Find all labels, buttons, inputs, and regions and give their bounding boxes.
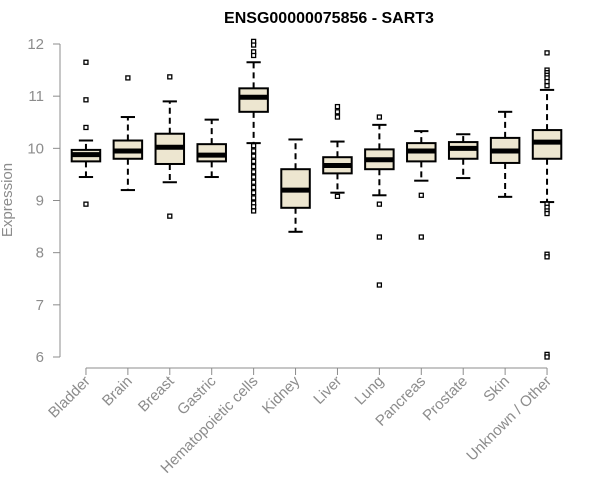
y-tick-label: 11 — [28, 88, 44, 105]
outlier-point — [544, 83, 550, 89]
y-tick-label: 12 — [27, 36, 44, 53]
outlier-point — [250, 169, 257, 175]
outlier-point — [250, 42, 257, 48]
y-tick-label: 7 — [36, 297, 44, 314]
x-tick-label: Kidney — [259, 372, 304, 417]
box-group — [70, 59, 102, 207]
x-tick-label: Bladder — [45, 373, 94, 422]
box — [238, 87, 269, 113]
box-group — [489, 110, 521, 198]
outlier-point — [418, 234, 424, 240]
box-group — [112, 75, 144, 192]
outlier-point — [544, 254, 550, 260]
outlier-point — [376, 234, 383, 240]
box-group — [196, 118, 227, 179]
outlier-point — [83, 201, 89, 207]
outlier-point — [544, 210, 550, 217]
x-tick-label: Breast — [135, 372, 178, 415]
outlier-point — [250, 158, 257, 165]
box-group — [322, 103, 353, 199]
outlier-point — [83, 124, 89, 131]
box-group — [280, 138, 311, 233]
outlier-point — [83, 59, 89, 65]
outlier-point — [250, 179, 257, 185]
outlier-point — [250, 163, 257, 170]
outlier-point — [250, 143, 257, 149]
box-group — [406, 130, 437, 240]
y-tick-label: 9 — [36, 193, 44, 210]
y-tick-label: 8 — [36, 245, 44, 262]
y-axis: 6 7 8 9 10 11 12 — [27, 36, 61, 366]
outlier-point — [167, 213, 173, 219]
y-tick-label: 6 — [36, 349, 44, 366]
outlier-point — [376, 282, 383, 288]
outlier-point — [125, 75, 131, 81]
x-tick-label: Prostate — [420, 373, 472, 425]
outlier-point — [250, 184, 257, 191]
outlier-point — [418, 192, 424, 198]
outlier-point — [250, 148, 257, 154]
chart-title: ENSG00000075856 - SART3 — [224, 10, 434, 27]
outlier-point — [334, 103, 341, 110]
outlier-point — [544, 78, 550, 85]
outlier-point — [544, 50, 550, 56]
outlier-point — [334, 114, 341, 120]
box-group — [154, 74, 186, 219]
x-tick-label: Skin — [480, 373, 513, 406]
x-tick-label: Liver — [310, 373, 345, 408]
y-tick-label: 10 — [27, 140, 44, 157]
outlier-point — [250, 190, 257, 196]
box-group — [531, 50, 563, 360]
box-group — [238, 38, 269, 214]
outlier-point — [334, 193, 341, 199]
box-group — [447, 133, 479, 180]
outlier-point — [250, 195, 257, 201]
outlier-point — [83, 97, 89, 103]
outlier-point — [250, 204, 257, 210]
y-axis-label: Expression — [0, 163, 16, 237]
outlier-point — [376, 201, 383, 207]
outlier-point — [250, 153, 257, 159]
x-tick-label: Lung — [352, 373, 388, 409]
outlier-point — [250, 208, 257, 214]
outlier-point — [334, 109, 341, 115]
box-group — [364, 114, 395, 288]
outlier-point — [250, 52, 257, 59]
outlier-point — [167, 74, 173, 80]
x-tick-label: Brain — [99, 373, 136, 410]
outlier-point — [544, 354, 550, 360]
outlier-point — [376, 114, 383, 120]
plot-area — [70, 38, 563, 360]
outlier-point — [250, 174, 257, 180]
